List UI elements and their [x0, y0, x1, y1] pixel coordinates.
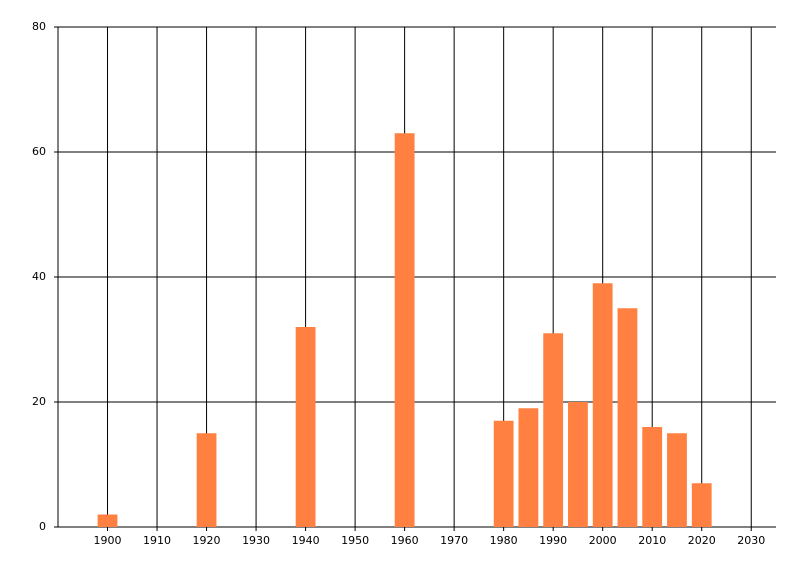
bar [617, 308, 638, 527]
bar [97, 514, 118, 527]
bar [592, 283, 613, 527]
x-tick-label: 1990 [539, 534, 567, 547]
bar [295, 327, 316, 527]
x-tick-label: 1940 [292, 534, 320, 547]
bar [568, 402, 588, 527]
x-tick-label: 1950 [341, 534, 369, 547]
x-tick-label: 1970 [440, 534, 468, 547]
x-tick-label: 2030 [737, 534, 765, 547]
y-tick-label: 80 [32, 20, 46, 33]
x-tick-label: 1900 [94, 534, 122, 547]
x-tick-label: 1960 [391, 534, 419, 547]
bar [691, 483, 712, 527]
bar [642, 427, 663, 527]
x-tick-label: 1920 [193, 534, 221, 547]
x-tick-label: 1910 [143, 534, 171, 547]
y-tick-label: 60 [32, 145, 46, 158]
x-tick-label: 1930 [242, 534, 270, 547]
bar [518, 408, 539, 527]
bar [543, 333, 564, 527]
y-tick-label: 20 [32, 395, 46, 408]
x-tick-label: 2020 [688, 534, 716, 547]
x-tick-label: 2000 [589, 534, 617, 547]
y-tick-label: 0 [39, 520, 46, 533]
bar [394, 133, 415, 527]
x-tick-label: 1980 [490, 534, 518, 547]
x-tick-label: 2010 [638, 534, 666, 547]
bar [667, 433, 687, 527]
y-tick-label: 40 [32, 270, 46, 283]
bar [196, 433, 217, 527]
bar [493, 420, 514, 527]
